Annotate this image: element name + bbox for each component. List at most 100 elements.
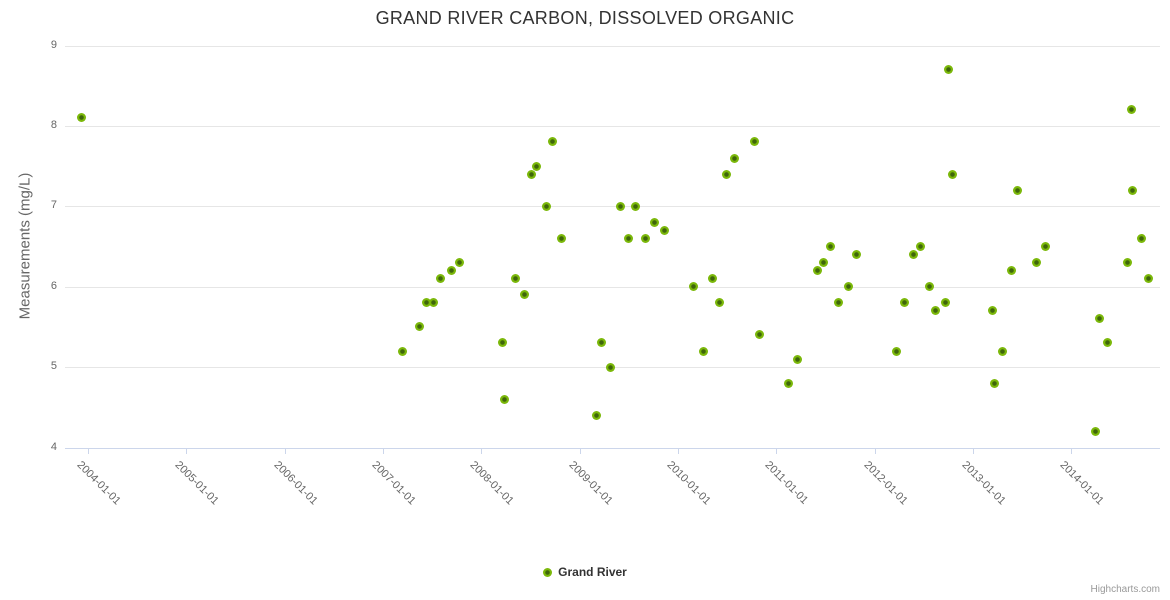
x-axis-tick	[285, 449, 286, 454]
x-axis-label: 2004-01-01	[74, 459, 123, 508]
data-point[interactable]	[844, 282, 854, 292]
data-point[interactable]	[812, 266, 822, 276]
chart-title: GRAND RIVER CARBON, DISSOLVED ORGANIC	[375, 8, 795, 28]
x-axis-tick	[1071, 449, 1072, 454]
data-point[interactable]	[532, 161, 542, 171]
data-point[interactable]	[852, 250, 862, 260]
x-axis-tick	[88, 449, 89, 454]
x-axis-label: 2013-01-01	[959, 459, 1008, 508]
x-axis-label: 2011-01-01	[762, 459, 811, 507]
x-axis-label: 2010-01-01	[664, 459, 713, 508]
data-point[interactable]	[730, 153, 740, 163]
data-point[interactable]	[948, 169, 958, 179]
data-point[interactable]	[916, 242, 926, 251]
data-point[interactable]	[941, 298, 951, 308]
data-point[interactable]	[615, 201, 625, 211]
y-axis-label: 4	[50, 441, 57, 453]
data-point[interactable]	[447, 266, 457, 276]
data-point[interactable]	[900, 298, 910, 308]
y-axis-label: 8	[50, 119, 57, 131]
y-axis-title: Measurements (mg/L)	[16, 172, 34, 320]
data-point[interactable]	[630, 201, 640, 211]
data-point[interactable]	[1126, 105, 1136, 115]
data-point[interactable]	[1144, 274, 1154, 284]
data-point[interactable]	[1091, 426, 1101, 436]
legend: Grand River	[0, 563, 1170, 581]
data-point[interactable]	[526, 169, 536, 179]
data-point[interactable]	[649, 217, 659, 227]
x-axis-tick	[383, 449, 384, 454]
data-point[interactable]	[699, 346, 709, 356]
data-point[interactable]	[944, 65, 954, 75]
data-point[interactable]	[640, 233, 650, 243]
data-point[interactable]	[429, 298, 438, 308]
x-axis-tick	[580, 449, 581, 454]
data-point[interactable]	[498, 338, 508, 348]
data-point[interactable]	[1127, 185, 1137, 195]
x-axis-tick	[186, 449, 187, 454]
legend-item-grand-river[interactable]: Grand River	[543, 565, 627, 579]
data-point[interactable]	[415, 322, 425, 332]
data-point[interactable]	[436, 274, 446, 284]
y-axis-label: 7	[50, 199, 57, 211]
data-point[interactable]	[624, 233, 634, 243]
data-point[interactable]	[605, 362, 615, 372]
data-point[interactable]	[511, 274, 521, 284]
legend-label: Grand River	[558, 565, 627, 579]
data-point[interactable]	[1007, 266, 1017, 276]
data-point[interactable]	[997, 346, 1007, 356]
x-axis-label: 2005-01-01	[172, 459, 221, 508]
data-point[interactable]	[556, 233, 566, 243]
y-gridline	[65, 206, 1160, 207]
data-point[interactable]	[793, 354, 803, 364]
x-axis-label: 2014-01-01	[1057, 459, 1106, 508]
data-point[interactable]	[908, 250, 918, 260]
data-point[interactable]	[520, 290, 530, 300]
data-point[interactable]	[722, 169, 732, 179]
x-axis-tick	[776, 449, 777, 454]
highcharts-credits-link[interactable]: Highcharts.com	[1090, 584, 1160, 595]
data-point[interactable]	[591, 410, 601, 420]
data-point[interactable]	[714, 298, 724, 308]
data-point[interactable]	[596, 338, 606, 348]
data-point[interactable]	[541, 201, 551, 211]
data-point[interactable]	[892, 346, 902, 356]
x-axis-label: 2007-01-01	[369, 459, 418, 508]
x-axis-tick	[875, 449, 876, 454]
y-axis-label: 6	[50, 280, 57, 292]
data-point[interactable]	[421, 298, 431, 308]
data-point[interactable]	[1103, 338, 1113, 348]
data-point[interactable]	[924, 282, 934, 292]
y-gridline	[65, 287, 1160, 288]
y-gridline	[65, 126, 1160, 127]
data-point[interactable]	[750, 137, 760, 147]
data-point[interactable]	[688, 282, 698, 292]
x-axis-label: 2006-01-01	[271, 459, 320, 508]
data-point[interactable]	[398, 346, 408, 356]
data-point[interactable]	[1122, 258, 1132, 268]
x-axis-tick	[973, 449, 974, 454]
data-point[interactable]	[1012, 185, 1022, 195]
data-point[interactable]	[1031, 258, 1041, 268]
x-axis-tick	[678, 449, 679, 454]
data-point[interactable]	[77, 113, 87, 123]
data-point[interactable]	[784, 378, 794, 388]
data-point[interactable]	[818, 258, 828, 268]
data-point[interactable]	[826, 242, 836, 251]
data-point[interactable]	[454, 258, 464, 268]
data-point[interactable]	[1041, 242, 1051, 251]
data-point[interactable]	[834, 298, 844, 308]
data-point[interactable]	[707, 274, 717, 284]
data-point[interactable]	[990, 378, 1000, 388]
data-point[interactable]	[1137, 233, 1147, 243]
x-axis-label: 2012-01-01	[861, 459, 910, 508]
x-axis-label: 2008-01-01	[467, 459, 516, 508]
legend-marker-icon	[543, 567, 553, 577]
data-point[interactable]	[547, 137, 557, 147]
data-point[interactable]	[931, 306, 941, 316]
data-point[interactable]	[659, 225, 669, 235]
data-point[interactable]	[987, 306, 997, 316]
data-point[interactable]	[1094, 314, 1104, 324]
data-point[interactable]	[755, 330, 765, 340]
data-point[interactable]	[499, 394, 509, 404]
